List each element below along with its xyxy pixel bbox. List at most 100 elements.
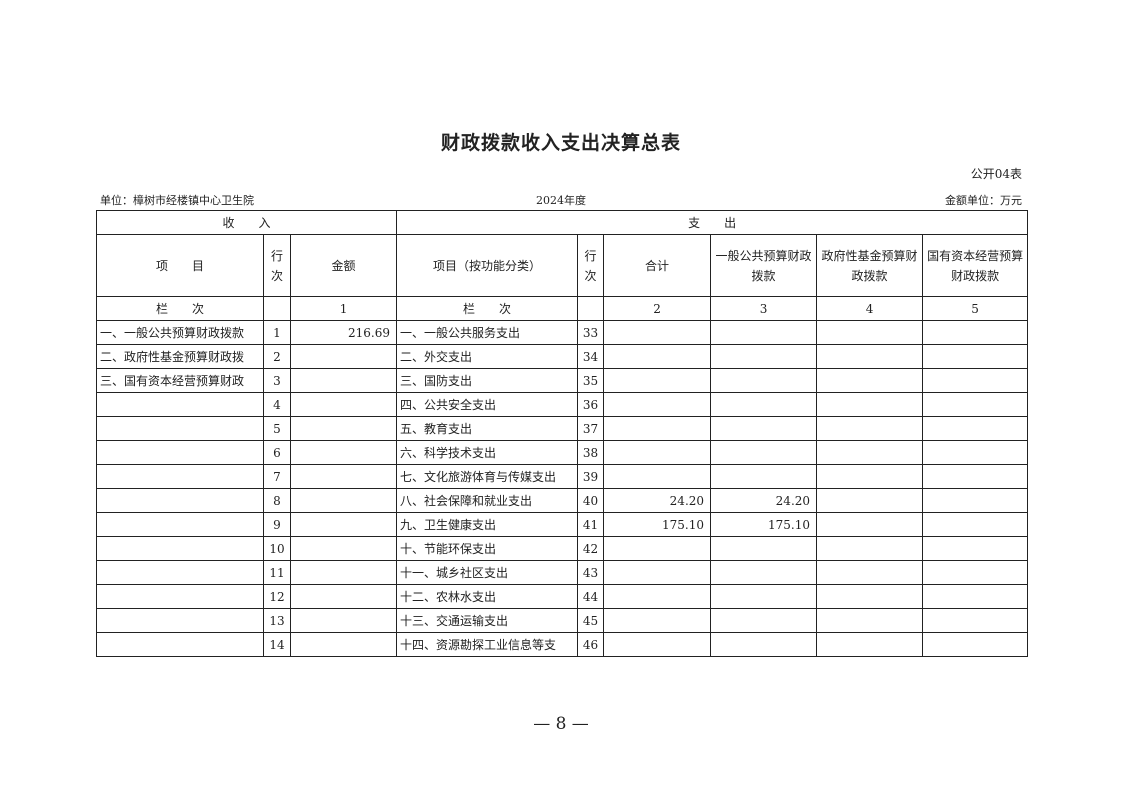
cell-in-no: 7 bbox=[263, 464, 291, 489]
cell-amount bbox=[289, 560, 398, 585]
cell-general bbox=[710, 320, 818, 345]
cell-amount bbox=[289, 488, 398, 513]
cell-ex-no: 45 bbox=[577, 608, 605, 633]
cell-general bbox=[710, 584, 818, 609]
col-number: 2 bbox=[603, 296, 712, 321]
expense-header: 支 出 bbox=[396, 210, 1029, 235]
cell-income-item bbox=[96, 392, 264, 417]
cell-amount bbox=[289, 608, 398, 633]
cell-fund bbox=[816, 320, 924, 345]
cell-income-item bbox=[96, 488, 264, 513]
cell-amount bbox=[289, 536, 398, 561]
cell-income-item bbox=[96, 584, 264, 609]
col-number: 1 bbox=[289, 296, 398, 321]
cell-income-item bbox=[96, 536, 264, 561]
cell-in-no: 1 bbox=[263, 320, 291, 345]
cell-general bbox=[710, 464, 818, 489]
cell-total bbox=[603, 560, 712, 585]
cell-state bbox=[922, 632, 1029, 657]
cell-fund bbox=[816, 536, 924, 561]
cell-fund bbox=[816, 608, 924, 633]
col-number: 5 bbox=[922, 296, 1029, 321]
income-header: 收 入 bbox=[95, 210, 398, 235]
cell-ex-no: 34 bbox=[577, 344, 605, 369]
cell-state bbox=[922, 536, 1029, 561]
cell-in-no: 10 bbox=[263, 536, 291, 561]
cell-exp-item: 一、一般公共服务支出 bbox=[396, 320, 579, 345]
cell-income-item bbox=[96, 464, 264, 489]
cell-income-item bbox=[96, 608, 264, 633]
cell-general bbox=[710, 440, 818, 465]
cell-total bbox=[603, 608, 712, 633]
cell-exp-item: 三、国防支出 bbox=[396, 368, 579, 393]
col-number: 4 bbox=[816, 296, 924, 321]
fund-header: 政府性基金预算财政拨款 bbox=[816, 234, 924, 297]
total-header: 合计 bbox=[603, 234, 712, 297]
cell-state bbox=[922, 416, 1029, 441]
cell-in-no: 5 bbox=[263, 416, 291, 441]
page-number: — 8 — bbox=[533, 714, 589, 734]
cell-in-no: 14 bbox=[263, 632, 291, 657]
cell-income-item bbox=[96, 440, 264, 465]
cell-state bbox=[922, 608, 1029, 633]
cell-fund bbox=[816, 440, 924, 465]
cell-state bbox=[922, 464, 1029, 489]
cell-fund bbox=[816, 584, 924, 609]
cell-income-item bbox=[96, 560, 264, 585]
cell-general bbox=[710, 344, 818, 369]
table-row: 14 十四、资源勘探工业信息等支 46 bbox=[96, 632, 1029, 657]
cell-amount bbox=[289, 344, 398, 369]
item-func-header: 项目（按功能分类） bbox=[396, 234, 579, 297]
cell-total bbox=[603, 632, 712, 657]
cell-in-no: 4 bbox=[263, 392, 291, 417]
cell-income-item: 二、政府性基金预算财政拨 bbox=[96, 344, 264, 369]
cell-exp-item: 四、公共安全支出 bbox=[396, 392, 579, 417]
finance-table: 收 入 支 出 项 目 行次 金额 项目（按功能分类） 行次 合计 一般公共预算… bbox=[95, 210, 1029, 657]
cell-in-no: 13 bbox=[263, 608, 291, 633]
cell-exp-item: 十三、交通运输支出 bbox=[396, 608, 579, 633]
col-label: 栏 次 bbox=[96, 296, 264, 321]
cell-fund bbox=[816, 512, 924, 537]
cell-fund bbox=[816, 632, 924, 657]
cell-state bbox=[922, 392, 1029, 417]
cell-income-item bbox=[96, 632, 264, 657]
year-label: 2024年度 bbox=[536, 194, 586, 207]
cell-amount bbox=[289, 368, 398, 393]
cell-exp-item: 十、节能环保支出 bbox=[396, 536, 579, 561]
amount-header: 金额 bbox=[289, 234, 398, 297]
cell-general bbox=[710, 632, 818, 657]
cell-fund bbox=[816, 560, 924, 585]
cell-exp-item: 十四、资源勘探工业信息等支 bbox=[396, 632, 579, 657]
table-row: 4 四、公共安全支出 36 bbox=[96, 392, 1029, 417]
cell-general bbox=[710, 608, 818, 633]
cell-amount bbox=[289, 464, 398, 489]
table-row: 二、政府性基金预算财政拨 2 二、外交支出 34 bbox=[96, 344, 1029, 369]
cell-general bbox=[710, 416, 818, 441]
cell-total bbox=[603, 320, 712, 345]
cell-fund bbox=[816, 392, 924, 417]
table-row: 10 十、节能环保支出 42 bbox=[96, 536, 1029, 561]
cell-in-no: 6 bbox=[263, 440, 291, 465]
cell-fund bbox=[816, 488, 924, 513]
cell-ex-no: 46 bbox=[577, 632, 605, 657]
cell-state bbox=[922, 368, 1029, 393]
cell-exp-item: 八、社会保障和就业支出 bbox=[396, 488, 579, 513]
cell-ex-no: 41 bbox=[577, 512, 605, 537]
cell-in-no: 3 bbox=[263, 368, 291, 393]
cell-total: 24.20 bbox=[603, 488, 712, 513]
cell-income-item: 三、国有资本经营预算财政 bbox=[96, 368, 264, 393]
cell-ex-no: 33 bbox=[577, 320, 605, 345]
cell-in-no: 2 bbox=[263, 344, 291, 369]
table-row: 9 九、卫生健康支出 41 175.10 175.10 bbox=[96, 512, 1029, 537]
amount-unit-label: 金额单位：万元 bbox=[945, 194, 1022, 207]
cell-state bbox=[922, 488, 1029, 513]
table-code: 公开04表 bbox=[970, 167, 1022, 181]
table-row: 三、国有资本经营预算财政 3 三、国防支出 35 bbox=[96, 368, 1029, 393]
cell-general: 24.20 bbox=[710, 488, 818, 513]
blank-cell bbox=[577, 296, 605, 321]
unit-label: 单位：樟树市经楼镇中心卫生院 bbox=[100, 194, 254, 207]
cell-general bbox=[710, 536, 818, 561]
cell-total bbox=[603, 464, 712, 489]
table-row: 5 五、教育支出 37 bbox=[96, 416, 1029, 441]
cell-amount bbox=[289, 584, 398, 609]
